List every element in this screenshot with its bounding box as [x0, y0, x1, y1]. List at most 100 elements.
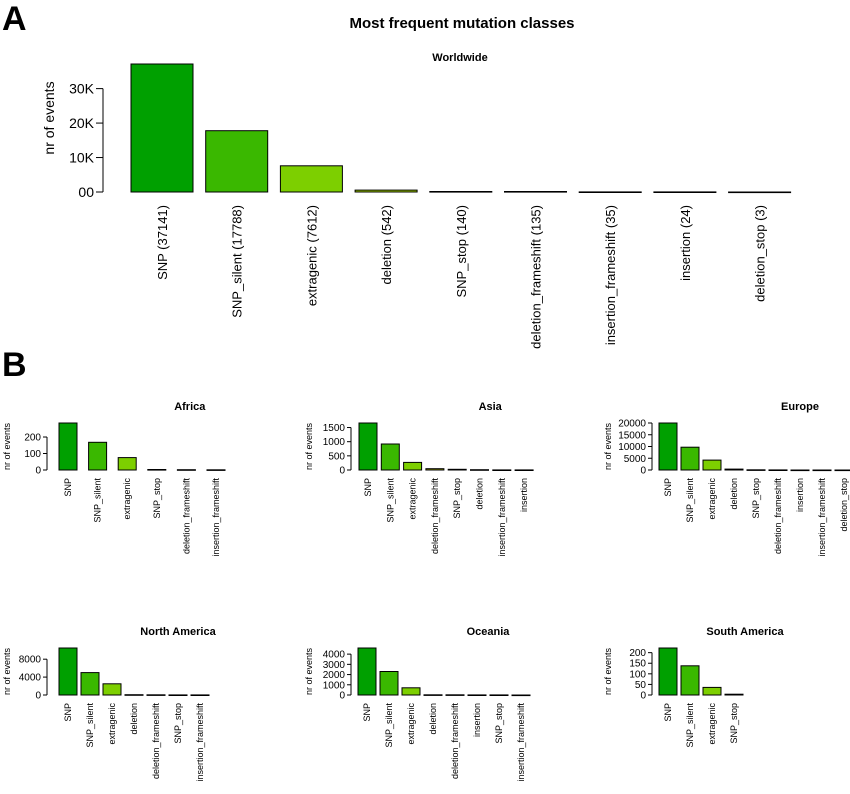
y-tick-label: 500 [328, 451, 345, 462]
bar [279, 165, 343, 193]
x-tick-label: SNP_stop [729, 703, 739, 744]
y-tick-label: 100 [24, 449, 41, 460]
bar [445, 694, 465, 696]
bar [724, 468, 744, 471]
x-tick-label: deletion_stop [839, 478, 849, 532]
bar [130, 63, 194, 193]
y-axis-label: nr of events [41, 81, 57, 154]
y-tick-label: 8000 [19, 655, 42, 666]
bar [401, 687, 421, 696]
bar [423, 694, 443, 696]
x-tick-label: SNP_silent (17788) [230, 205, 245, 318]
y-tick-label: 4000 [19, 673, 42, 684]
x-tick-label: insertion [472, 703, 482, 737]
bar [147, 469, 167, 471]
x-tick-label: deletion [428, 703, 438, 735]
y-tick-label: 1000 [323, 437, 346, 448]
y-axis-label: nr of events [304, 647, 314, 695]
bar [812, 469, 832, 472]
chart-title: Oceania [467, 626, 511, 638]
bar [354, 189, 418, 193]
x-tick-label: extragenic (7612) [304, 205, 319, 306]
bar [190, 694, 210, 697]
x-tick-label: deletion_frameshift (135) [529, 205, 544, 349]
x-tick-label: SNP_silent [385, 478, 395, 523]
panel-b-letter: B [2, 346, 27, 384]
y-axis-label: nr of events [2, 647, 12, 695]
bar [489, 694, 509, 697]
y-tick-label: 150 [629, 659, 646, 670]
x-tick-label: insertion (24) [678, 205, 693, 281]
panel-a-letter: A [2, 0, 27, 38]
y-tick-label: 0 [640, 466, 646, 477]
x-tick-label: SNP [63, 478, 73, 497]
bar [790, 469, 810, 472]
bar [492, 469, 512, 471]
x-tick-label: SNP_silent [85, 703, 95, 748]
bar [578, 191, 642, 193]
x-tick-label: SNP_silent [685, 703, 695, 748]
x-tick-label: insertion_frameshift [195, 703, 205, 782]
x-tick-label: SNP [63, 703, 73, 722]
x-tick-label: insertion_frameshift (35) [603, 205, 618, 345]
chart-asia: Asia 0 500 1000 1500 nr of events SNP SNP_silen… [304, 401, 534, 557]
bar [176, 469, 196, 471]
bar [724, 693, 744, 696]
bar [514, 469, 534, 471]
bar [358, 422, 378, 471]
x-tick-label: extragenic [707, 703, 717, 745]
x-tick-label: SNP_stop [751, 478, 761, 519]
bar [58, 422, 78, 471]
y-tick-label: 0 [640, 691, 646, 702]
chart-worldwide: Worldwide 00 10K 20K 30K nr of events SNP (371… [41, 52, 792, 349]
y-tick-label: 10K [69, 150, 95, 166]
y-tick-label: 200 [24, 433, 41, 444]
bar [470, 469, 489, 471]
bar [658, 647, 678, 696]
x-tick-label: SNP [362, 703, 372, 722]
x-tick-label: deletion_frameshift [430, 478, 440, 555]
bar [117, 457, 137, 471]
bar [168, 694, 188, 697]
y-tick-label: 200 [629, 648, 646, 659]
x-tick-label: deletion_frameshift [151, 703, 161, 780]
x-tick-label: SNP [663, 703, 673, 722]
bar [146, 694, 166, 696]
x-tick-label: SNP_stop [152, 478, 162, 519]
y-tick-label: 5000 [624, 454, 647, 465]
y-tick-label: 20K [69, 115, 95, 131]
y-tick-label: 20000 [618, 419, 646, 430]
main-title: Most frequent mutation classes [349, 15, 574, 32]
chart-title: Asia [479, 401, 503, 413]
x-tick-label: deletion_frameshift [450, 703, 460, 780]
y-tick-label: 0 [35, 691, 41, 702]
bar [680, 665, 700, 696]
bar [658, 422, 678, 471]
x-tick-label: deletion (542) [379, 205, 394, 285]
x-tick-label: SNP [363, 478, 373, 497]
y-tick-label: 0 [339, 691, 345, 702]
x-tick-label: SNP_silent [93, 478, 103, 523]
y-tick-label: 1500 [323, 423, 346, 434]
bar [357, 647, 377, 696]
x-tick-label: SNP_silent [685, 478, 695, 523]
bar [403, 461, 423, 471]
x-tick-label: insertion [795, 478, 805, 512]
x-tick-label: SNP_stop [173, 703, 183, 744]
bar [746, 469, 766, 471]
bar [124, 694, 144, 696]
bar [653, 191, 717, 193]
y-axis-label: nr of events [2, 422, 12, 470]
bar [88, 441, 108, 471]
bar [447, 468, 467, 471]
bar [834, 469, 850, 472]
x-tick-label: SNP_stop [452, 478, 462, 519]
y-tick-label: 2000 [323, 670, 346, 681]
x-tick-label: extragenic [707, 478, 717, 520]
y-axis-label: nr of events [603, 422, 613, 470]
